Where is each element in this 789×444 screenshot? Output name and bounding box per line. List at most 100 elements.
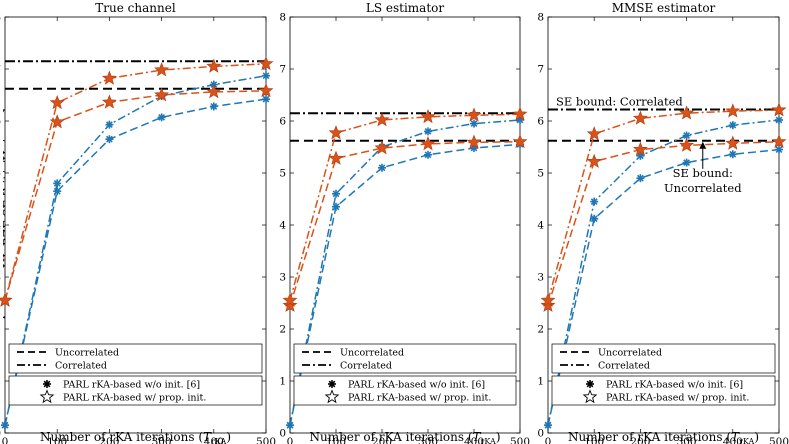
data-point-star xyxy=(206,84,222,99)
data-point-star xyxy=(101,70,117,85)
data-point-star xyxy=(328,150,344,165)
x-tick-label: 400 xyxy=(723,436,743,444)
data-point-star xyxy=(206,58,222,73)
data-point-asterisk xyxy=(590,214,599,223)
data-point-star xyxy=(282,297,298,312)
chart-panel-1: 0 1 2 3 4 5 6 7 8 0 100 200 300 400 500 True channel Num… xyxy=(0,1,276,444)
x-tick-label: 200 xyxy=(99,436,119,444)
y-tick-label: 8 xyxy=(0,12,1,24)
data-point-star xyxy=(540,292,556,307)
data-point-asterisk xyxy=(332,202,340,211)
y-tick-label: 8 xyxy=(279,12,286,24)
y-tick-label: 2 xyxy=(537,324,544,336)
data-point-star xyxy=(258,83,274,98)
y-tick-label: 4 xyxy=(537,220,544,232)
data-point-star xyxy=(154,62,170,77)
data-point-star xyxy=(512,133,528,149)
data-point-asterisk xyxy=(728,121,737,130)
y-tick-label: 4 xyxy=(279,220,286,232)
data-point-star xyxy=(725,103,741,118)
x-tick-label: 400 xyxy=(464,436,484,444)
legend-marker-asterisk xyxy=(43,380,51,388)
plot-area xyxy=(5,60,266,426)
legend-box-markers xyxy=(8,375,263,406)
y-tick-label: 6 xyxy=(537,116,544,128)
legend-label-uncorrelated: Uncorrelated xyxy=(340,348,404,359)
x-axis-label: Number of rKA iterations (TrKA) xyxy=(309,430,500,444)
legend-label-wo-init: PARL rKA-based w/o init. [6] xyxy=(63,380,200,391)
series-line-wo-init-correlated xyxy=(290,119,520,426)
y-tick-label: 3 xyxy=(0,272,1,284)
plot-area xyxy=(290,112,520,426)
legend: Uncorrelated Correlated PARL rKA-based w/o… xyxy=(8,343,263,406)
y-tick-label: 3 xyxy=(279,272,286,284)
data-point-star xyxy=(328,125,344,140)
y-tick-label: 6 xyxy=(279,116,286,128)
y-tick-label: 2 xyxy=(0,324,1,336)
x-tick-label: 200 xyxy=(630,436,650,444)
data-point-star xyxy=(586,153,602,168)
data-point-star xyxy=(679,105,695,120)
data-point-asterisk xyxy=(105,135,114,144)
data-point-star xyxy=(632,110,648,125)
data-point-star xyxy=(466,134,482,149)
data-point-asterisk xyxy=(105,120,114,129)
series-line-prop-init-correlated xyxy=(290,113,520,301)
legend-marker-star xyxy=(39,389,55,404)
data-point-star xyxy=(420,109,436,124)
data-point-star xyxy=(282,292,298,307)
data-point-asterisk xyxy=(286,421,294,430)
data-point-star xyxy=(725,135,741,150)
legend-label-wo-init: PARL rKA-based w/o init. [6] xyxy=(348,380,485,391)
x-tick-label: 0 xyxy=(2,436,9,444)
data-point-asterisk xyxy=(682,158,691,167)
series-line-wo-init-uncorrelated xyxy=(290,143,520,426)
annotations: SE bound: Correlated SE bound:Uncorrelate… xyxy=(556,95,742,196)
annotation-uncorrelated-bound-line1: SE bound: xyxy=(673,166,733,180)
annotation-correlated-bound: SE bound: Correlated xyxy=(556,95,683,109)
x-tick-label: 300 xyxy=(677,436,697,444)
chart-panel-3: 0 1 2 3 4 5 6 7 8 0 100 200 300 400 500 MMSE estimator N… xyxy=(537,1,789,444)
legend-label-uncorrelated: Uncorrelated xyxy=(598,348,662,359)
x-tick-label: 100 xyxy=(584,436,604,444)
data-point-asterisk xyxy=(378,163,386,172)
series-line-wo-init-correlated xyxy=(5,75,266,426)
data-point-star xyxy=(512,106,528,121)
legend-label-correlated: Correlated xyxy=(340,361,392,372)
annotation-arrow-head xyxy=(699,141,707,149)
y-tick-label: 5 xyxy=(537,168,544,180)
x-axis-label: Number of rKA iterations (TrKA) xyxy=(40,430,231,444)
data-point-asterisk xyxy=(53,179,62,188)
panel-title: MMSE estimator xyxy=(612,1,716,15)
data-point-asterisk xyxy=(209,102,218,111)
x-tick-label: 0 xyxy=(545,436,552,444)
x-tick-label: 300 xyxy=(152,436,172,444)
y-tick-label: 1 xyxy=(0,376,1,388)
x-tick-label: 500 xyxy=(256,436,276,444)
legend-label-prop-init: PARL rKA-based w/ prop. init. xyxy=(63,393,206,404)
data-point-star xyxy=(632,141,648,156)
plot-area xyxy=(548,108,779,426)
data-point-asterisk xyxy=(590,197,599,206)
x-tick-label: 100 xyxy=(326,436,346,444)
data-point-asterisk xyxy=(157,113,166,122)
data-point-asterisk xyxy=(53,187,62,196)
y-tick-label: 2 xyxy=(279,324,286,336)
y-tick-label: 7 xyxy=(279,64,286,76)
panel-title: LS estimator xyxy=(366,1,445,15)
series-line-prop-init-uncorrelated xyxy=(5,90,266,301)
y-tick-label: 6 xyxy=(0,116,1,128)
series-line-prop-init-uncorrelated xyxy=(290,141,520,306)
panel-title: True channel xyxy=(95,1,176,15)
y-tick-label: 4 xyxy=(0,220,1,232)
x-axis-label: Number of rKA iterations (TrKA) xyxy=(568,430,759,444)
y-tick-label: 3 xyxy=(537,272,544,284)
data-point-asterisk xyxy=(775,115,783,124)
data-point-asterisk xyxy=(262,95,270,104)
data-point-asterisk xyxy=(262,71,270,80)
legend-marker-asterisk xyxy=(586,380,594,388)
data-point-asterisk xyxy=(636,174,645,183)
data-point-asterisk xyxy=(775,145,783,154)
data-point-star xyxy=(374,112,390,127)
